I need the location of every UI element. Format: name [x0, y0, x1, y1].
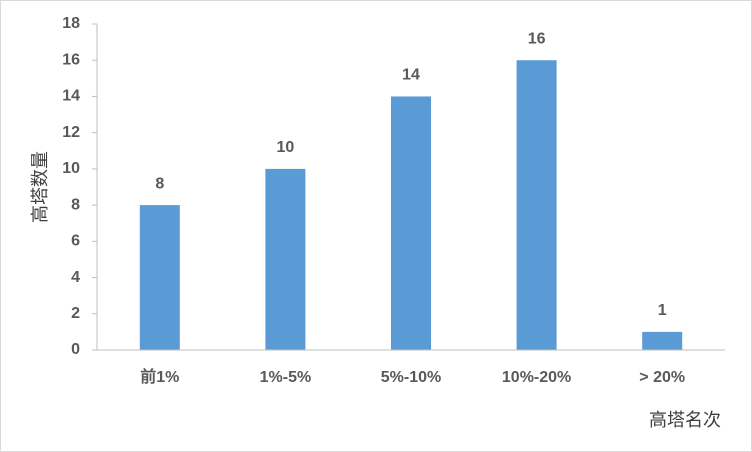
bar: [391, 96, 431, 350]
x-tick-label: 5%-10%: [381, 369, 441, 386]
x-tick-label: > 20%: [639, 369, 685, 386]
y-tick-label: 0: [71, 341, 80, 358]
data-label: 8: [155, 175, 164, 192]
y-tick-label: 2: [71, 305, 80, 322]
y-tick-label: 6: [71, 233, 80, 250]
bar: [516, 60, 557, 350]
x-axis-label: 高塔名次: [649, 410, 721, 430]
x-tick-label: 10%-20%: [502, 369, 571, 386]
x-tick-label: 1%-5%: [260, 369, 312, 386]
data-label: 10: [277, 139, 295, 156]
y-tick-label: 12: [62, 124, 80, 141]
y-tick-label: 10: [62, 160, 80, 177]
y-axis-label: 高塔数量: [30, 151, 50, 223]
data-label: 14: [402, 67, 420, 84]
y-tick-label: 8: [71, 196, 80, 213]
data-label: 1: [658, 302, 667, 319]
bar: [139, 205, 180, 350]
bar: [642, 331, 683, 350]
y-tick-label: 16: [62, 51, 80, 68]
data-label: 16: [528, 30, 546, 47]
y-tick-label: 18: [62, 15, 80, 32]
y-tick-label: 4: [71, 269, 80, 286]
y-tick-label: 14: [62, 88, 80, 105]
bar: [265, 168, 306, 350]
x-tick-label: 前1%: [140, 367, 179, 386]
